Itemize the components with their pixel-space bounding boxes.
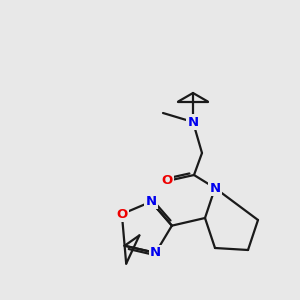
Text: N: N (146, 195, 157, 208)
Text: N: N (150, 246, 161, 260)
Text: N: N (209, 182, 220, 194)
Text: O: O (161, 175, 172, 188)
Text: O: O (116, 208, 128, 220)
Text: N: N (188, 116, 199, 128)
